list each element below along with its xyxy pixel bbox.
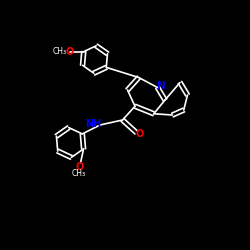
Text: O: O <box>75 162 84 172</box>
Text: O: O <box>135 129 143 139</box>
Text: N: N <box>157 81 166 91</box>
Text: CH₃: CH₃ <box>72 169 86 178</box>
Text: O: O <box>66 46 74 56</box>
Text: CH₃: CH₃ <box>53 47 67 56</box>
Text: NH: NH <box>86 119 102 129</box>
